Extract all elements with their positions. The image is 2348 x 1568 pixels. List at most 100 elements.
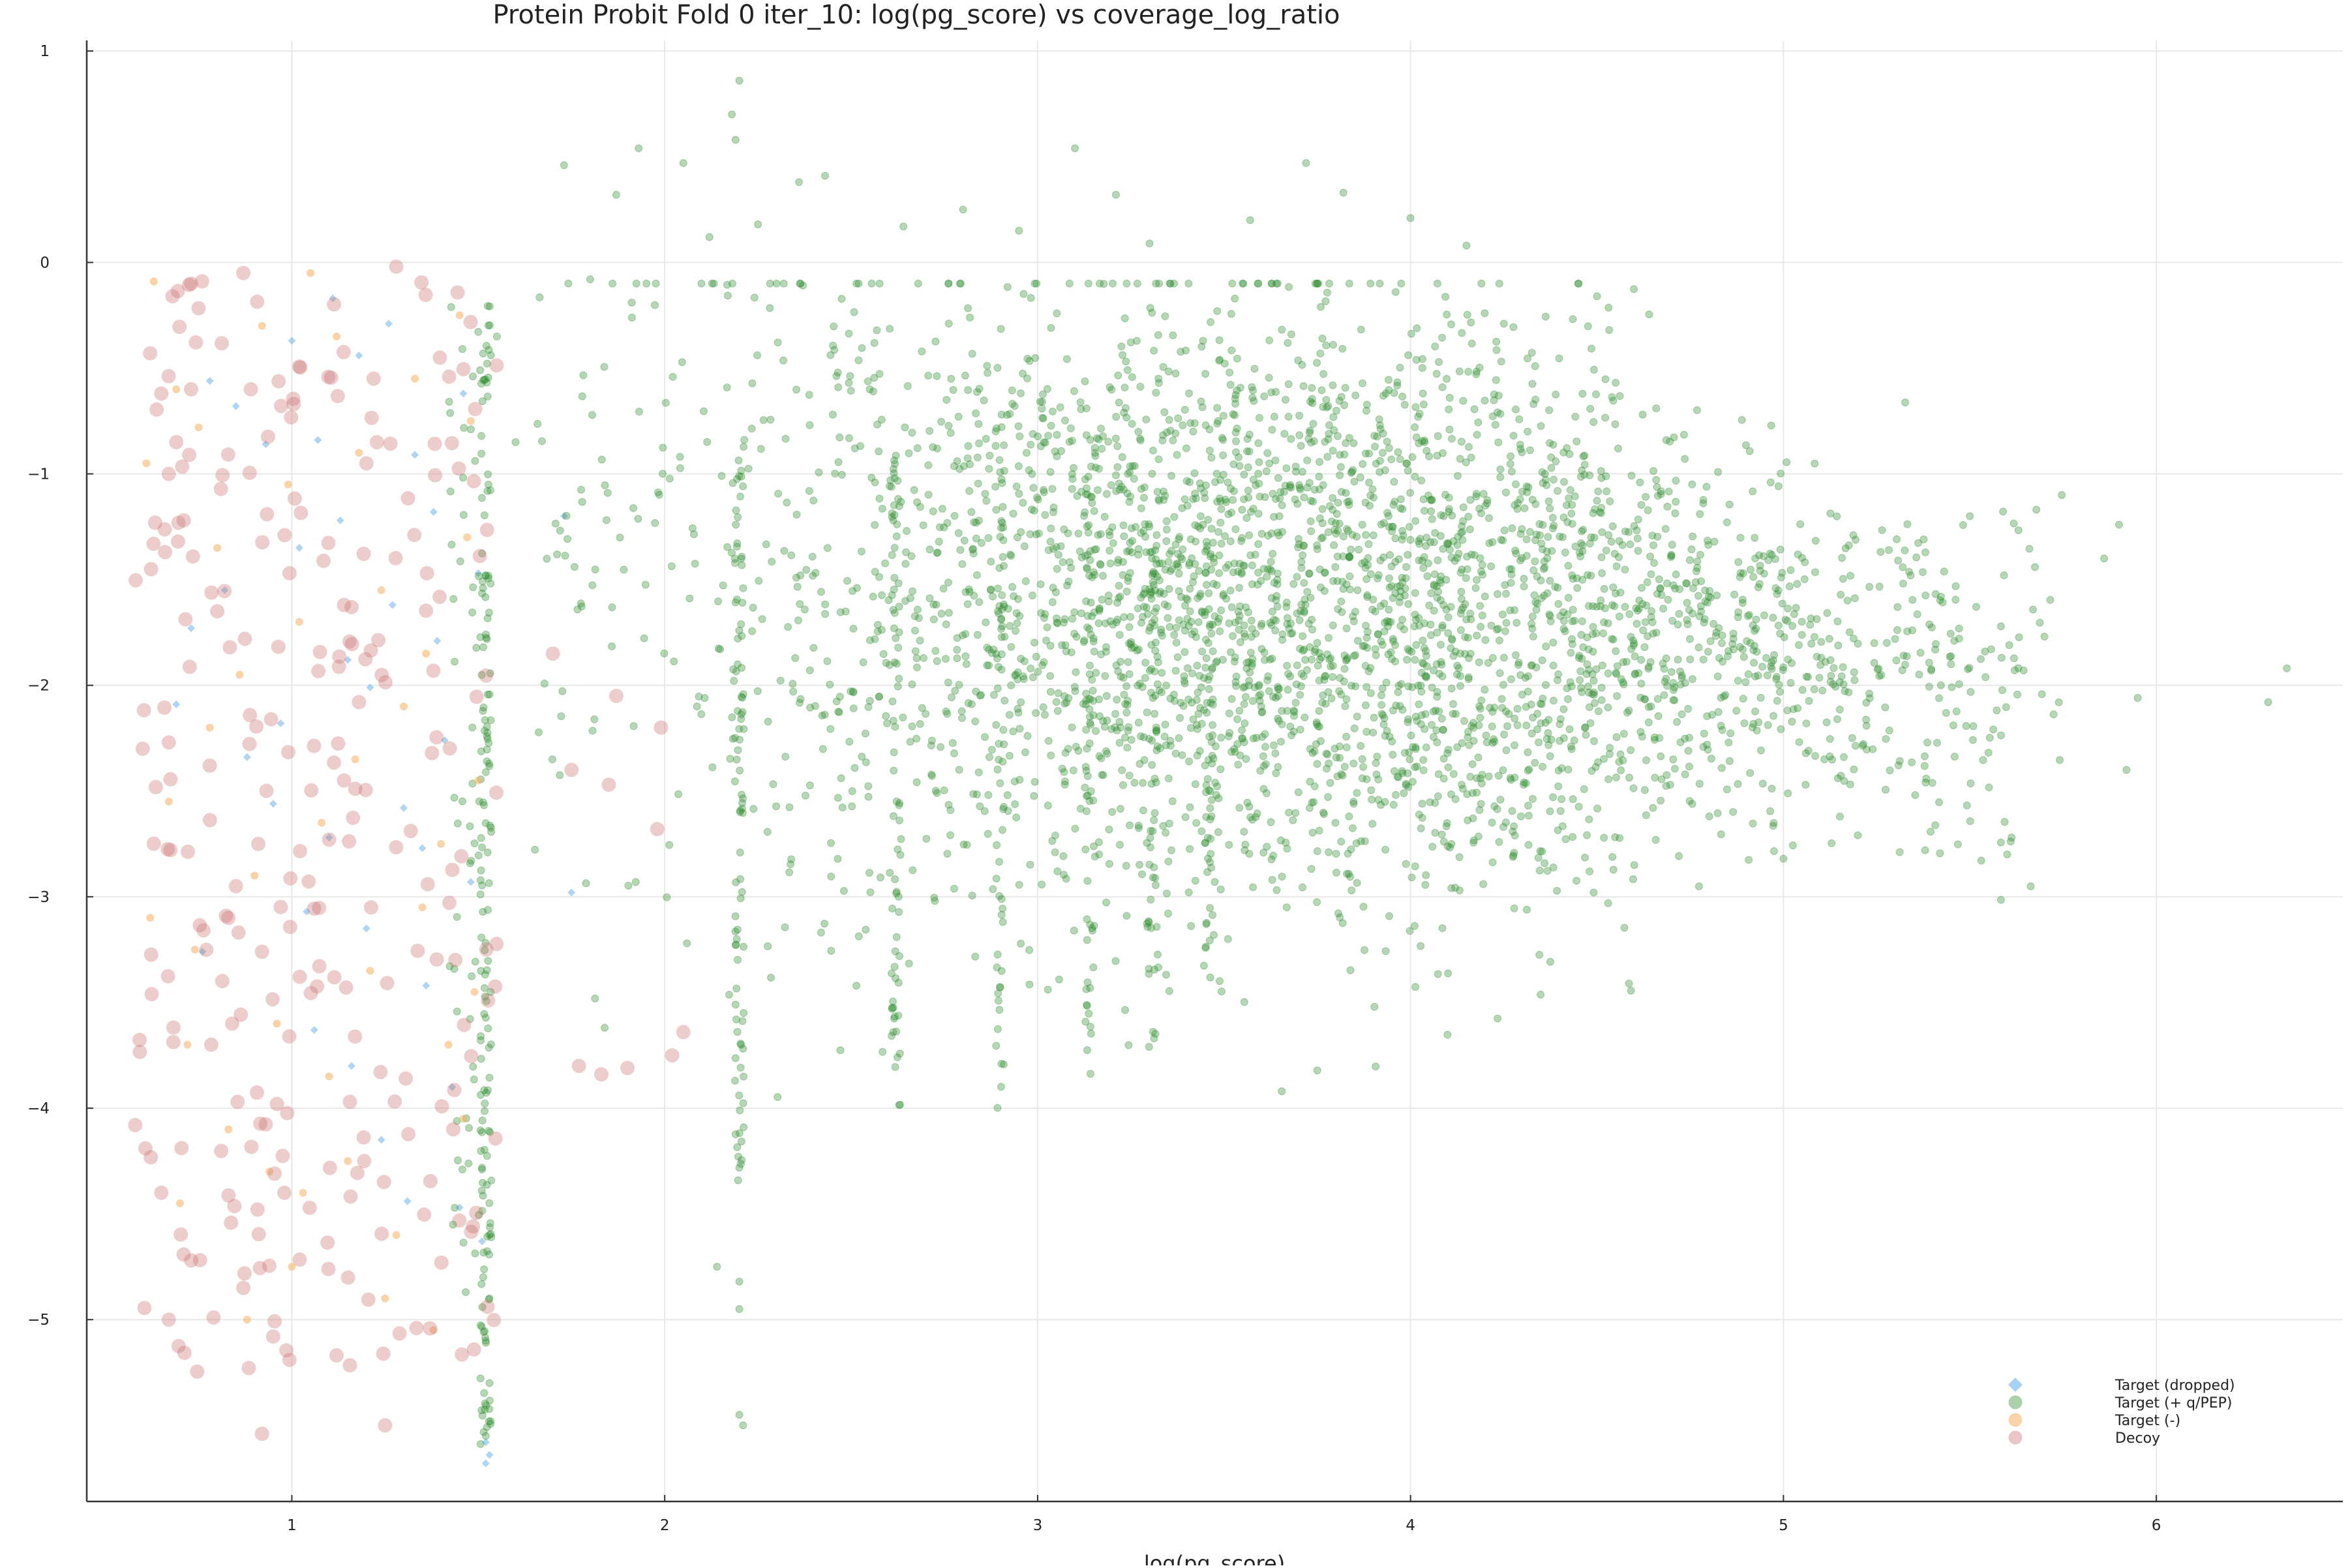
data-point xyxy=(1207,796,1216,804)
data-point xyxy=(1040,438,1048,447)
data-point xyxy=(663,893,671,901)
data-point xyxy=(1305,569,1314,578)
data-point xyxy=(1219,451,1227,459)
data-point xyxy=(348,1029,363,1044)
data-point xyxy=(1784,604,1792,612)
data-point xyxy=(483,734,492,743)
data-point xyxy=(1048,837,1057,845)
data-point xyxy=(1216,519,1225,527)
data-point xyxy=(1473,430,1481,439)
data-point xyxy=(1756,567,1764,575)
data-point xyxy=(1413,324,1421,333)
data-point xyxy=(1043,623,1051,631)
data-point xyxy=(732,506,740,515)
data-point xyxy=(1634,547,1642,555)
data-point xyxy=(1310,747,1319,755)
data-point xyxy=(1099,571,1107,580)
data-point xyxy=(1561,627,1569,635)
data-point xyxy=(1192,494,1200,503)
data-point xyxy=(477,866,485,875)
data-point xyxy=(1307,527,1316,535)
data-point xyxy=(1235,706,1244,715)
data-point xyxy=(1291,699,1300,707)
data-point xyxy=(1108,807,1117,816)
data-point xyxy=(292,1252,307,1267)
data-point xyxy=(1023,374,1032,383)
data-point xyxy=(1381,798,1389,806)
data-point xyxy=(1588,344,1596,353)
data-point xyxy=(885,482,894,490)
data-point xyxy=(1256,492,1264,501)
data-point xyxy=(1031,354,1040,362)
data-point xyxy=(642,279,651,288)
data-point xyxy=(867,279,876,288)
data-point xyxy=(534,419,542,428)
data-point xyxy=(739,482,747,490)
data-point xyxy=(265,1329,280,1344)
data-point xyxy=(732,935,741,943)
data-point xyxy=(1669,755,1678,764)
data-point xyxy=(826,351,835,359)
data-point xyxy=(1919,535,1928,544)
data-point xyxy=(766,415,775,424)
data-point xyxy=(243,382,258,397)
data-point xyxy=(1272,387,1280,396)
data-point xyxy=(783,498,791,507)
data-point xyxy=(1774,586,1783,595)
data-point xyxy=(1559,705,1568,714)
data-point xyxy=(1196,524,1205,533)
data-point xyxy=(144,987,159,1002)
data-point xyxy=(1734,613,1742,622)
data-point xyxy=(805,391,813,399)
data-point xyxy=(864,377,872,385)
data-point xyxy=(1405,748,1413,757)
data-point xyxy=(1441,292,1450,301)
data-point xyxy=(1392,701,1400,710)
data-point xyxy=(1183,664,1192,672)
data-point xyxy=(927,772,936,780)
data-point xyxy=(641,580,650,589)
data-point xyxy=(1217,505,1226,513)
data-point xyxy=(1670,433,1678,442)
data-point xyxy=(1414,412,1422,421)
data-point xyxy=(1810,685,1818,693)
data-point xyxy=(1258,732,1267,741)
data-point xyxy=(986,451,994,460)
data-point xyxy=(1071,687,1079,695)
data-point xyxy=(232,402,240,410)
data-point xyxy=(329,1348,344,1363)
data-point xyxy=(1270,412,1278,421)
data-point xyxy=(717,472,726,480)
data-point xyxy=(1016,612,1024,620)
data-point xyxy=(1734,558,1743,566)
data-point xyxy=(1329,446,1337,455)
data-point xyxy=(1263,676,1272,685)
data-point xyxy=(1429,707,1437,716)
data-point xyxy=(1432,582,1441,590)
data-point xyxy=(1404,351,1413,359)
data-point xyxy=(1061,777,1069,786)
data-point xyxy=(1412,641,1421,649)
data-point xyxy=(1216,885,1225,894)
data-point xyxy=(1134,824,1143,832)
data-point xyxy=(1107,385,1116,394)
data-point xyxy=(1335,519,1344,528)
data-point xyxy=(1461,650,1469,658)
data-point xyxy=(951,687,959,695)
data-point xyxy=(1214,618,1222,626)
data-point xyxy=(450,793,459,802)
data-point xyxy=(1224,561,1233,569)
data-point xyxy=(1187,922,1196,930)
data-point xyxy=(1140,483,1149,492)
data-point xyxy=(1724,647,1733,656)
data-point xyxy=(468,723,477,732)
data-point xyxy=(1249,475,1257,484)
data-point xyxy=(1076,398,1085,406)
data-point xyxy=(1141,674,1149,682)
data-point xyxy=(582,879,590,888)
data-point xyxy=(755,577,763,585)
data-point xyxy=(1610,550,1619,558)
data-point xyxy=(1508,807,1516,815)
data-point xyxy=(1349,797,1358,806)
data-point xyxy=(1546,752,1554,761)
